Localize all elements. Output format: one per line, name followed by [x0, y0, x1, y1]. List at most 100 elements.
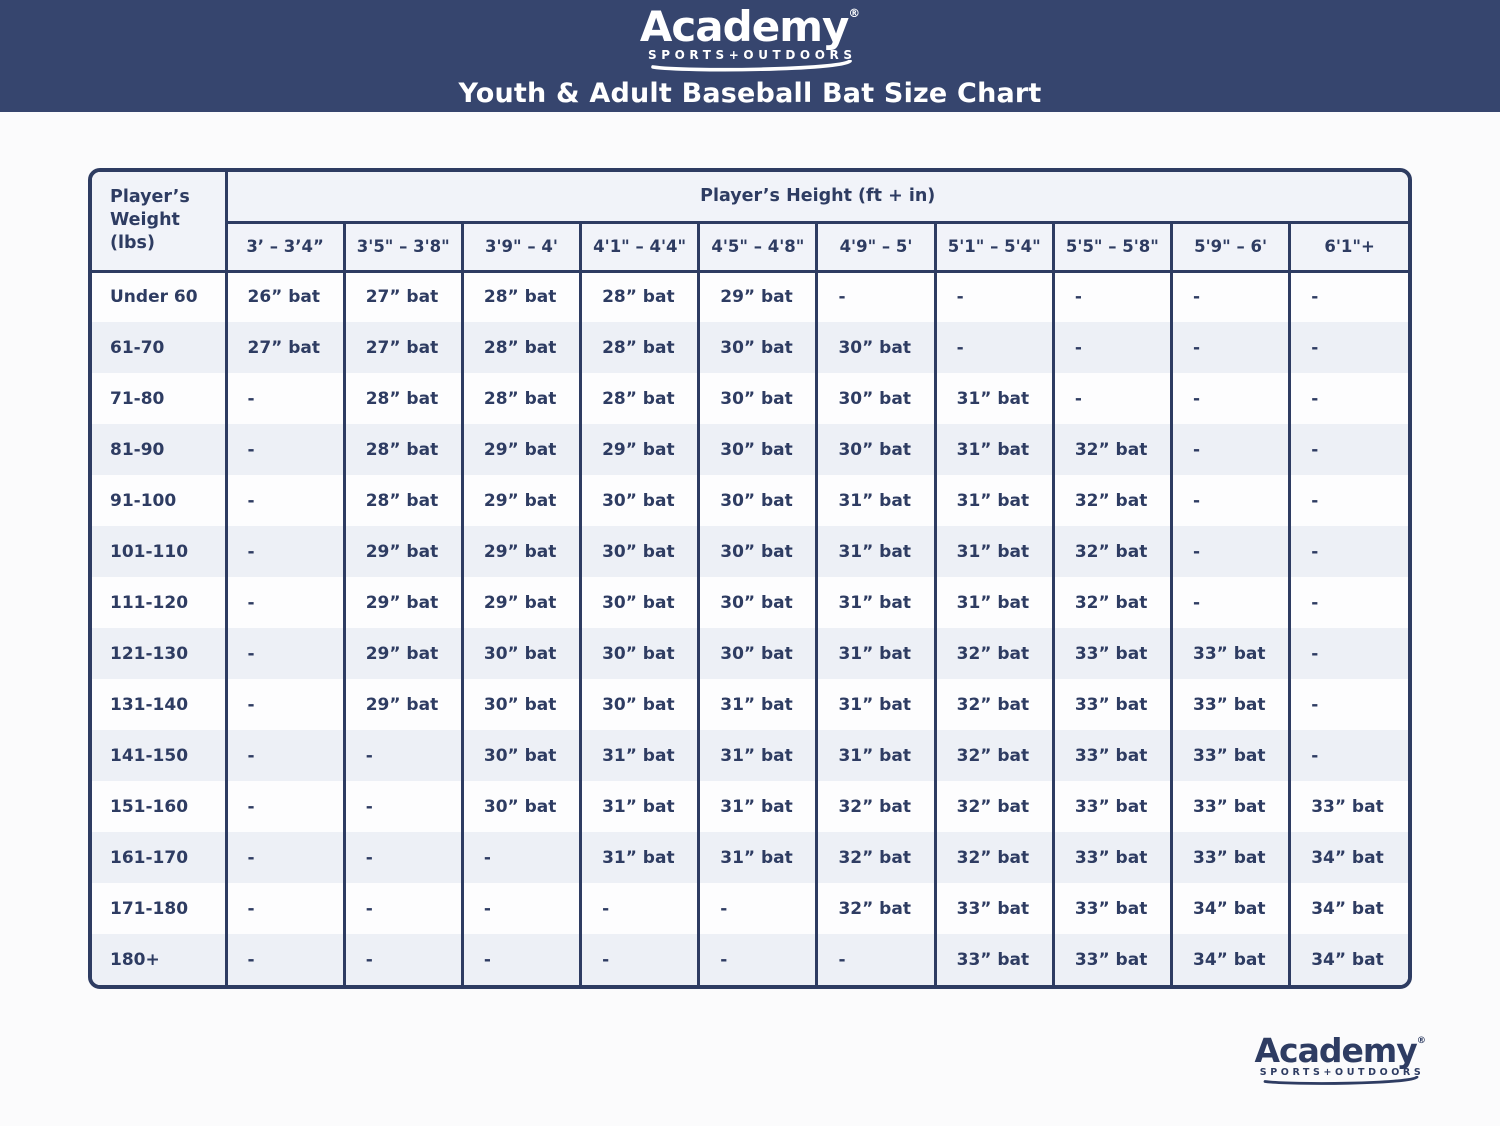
bat-size-cell: 31” bat: [697, 730, 817, 781]
bat-size-cell: 33” bat: [1288, 781, 1408, 832]
table-row: 81-90-28” bat 29” bat 29” bat 30” bat 30” ba…: [92, 424, 1408, 475]
bat-size-cell: 31” bat: [933, 526, 1054, 577]
weight-row-header: Under 60: [110, 287, 198, 308]
bat-size-cell: 34” bat: [1288, 832, 1408, 883]
weight-row-header: 121-130: [110, 643, 189, 664]
bat-size-cell: 34” bat: [1169, 883, 1290, 934]
empty-cell: -: [1288, 679, 1408, 730]
footer-logo-tagline: SPORTS+OUTDOORS: [1259, 1066, 1425, 1078]
empty-cell: -: [1288, 271, 1408, 322]
empty-cell: -: [224, 679, 345, 730]
logo-brand-text: Academy: [639, 2, 849, 51]
empty-cell: -: [933, 271, 1054, 322]
empty-cell: -: [579, 883, 699, 934]
table-row: 141-150- -30” bat 31” bat 31” bat 31” bat 32”…: [92, 730, 1408, 781]
weight-row-header: 161-170: [110, 847, 189, 868]
table-row: 91-100-28” bat 29” bat 30” bat 30” bat 31” b…: [92, 475, 1408, 526]
registered-trademark-icon: ®: [848, 6, 861, 20]
weight-row-header: 171-180: [110, 898, 189, 919]
empty-cell: -: [1288, 730, 1408, 781]
bat-size-cell: 30” bat: [697, 475, 817, 526]
bat-size-cell: 31” bat: [815, 526, 936, 577]
height-col-header: 6'1"+: [1288, 222, 1408, 273]
table-row: 101-110-29” bat 29” bat 30” bat 30” bat 31” …: [92, 526, 1408, 577]
weight-row-header: 180+: [110, 949, 160, 970]
bat-size-cell: 33” bat: [1051, 781, 1172, 832]
bat-size-cell: 30” bat: [579, 628, 699, 679]
table-row: 111-120-29” bat 29” bat 30” bat 30” bat 31” …: [92, 577, 1408, 628]
empty-cell: -: [224, 883, 345, 934]
empty-cell: -: [224, 577, 345, 628]
bat-size-cell: 32” bat: [815, 883, 936, 934]
logo-swoosh-icon: [651, 60, 852, 72]
empty-cell: -: [224, 526, 345, 577]
empty-cell: -: [1169, 271, 1290, 322]
footer-registered-trademark-icon: ®: [1416, 1034, 1426, 1046]
height-col-header: 5'1" – 5'4": [933, 222, 1054, 273]
bat-size-cell: 31” bat: [579, 730, 699, 781]
weight-row-header: 81-90: [110, 439, 165, 460]
height-col-header: 5'5" – 5'8": [1051, 222, 1172, 273]
bat-size-cell: 30” bat: [815, 424, 936, 475]
bat-size-cell: 33” bat: [1169, 679, 1290, 730]
height-col-header: 3’ – 3’4”: [224, 222, 345, 273]
empty-cell: -: [342, 934, 463, 985]
bat-size-cell: 33” bat: [933, 934, 1054, 985]
weight-row-header: 111-120: [110, 592, 189, 613]
table-row: 151-160- -30” bat 31” bat 31” bat 32” bat 32”…: [92, 781, 1408, 832]
bat-size-cell: 33” bat: [1169, 730, 1290, 781]
bat-size-cell: 31” bat: [815, 730, 936, 781]
empty-cell: -: [1288, 475, 1408, 526]
page-title: Youth & Adult Baseball Bat Size Chart: [458, 78, 1042, 109]
bat-size-cell: 27” bat: [342, 271, 463, 322]
bat-size-cell: 29” bat: [342, 577, 463, 628]
empty-cell: -: [460, 832, 581, 883]
empty-cell: -: [342, 730, 463, 781]
bat-size-cell: 33” bat: [1051, 628, 1172, 679]
bat-size-cell: 29” bat: [460, 475, 581, 526]
empty-cell: -: [224, 424, 345, 475]
bat-size-cell: 31” bat: [697, 679, 817, 730]
bat-size-cell: 32” bat: [815, 832, 936, 883]
bat-size-cell: 30” bat: [697, 526, 817, 577]
weight-row-header: 61-70: [110, 337, 165, 358]
bat-size-cell: 28” bat: [579, 373, 699, 424]
height-col-header: 4'5" – 4'8": [697, 222, 817, 273]
bat-size-cell: 33” bat: [1051, 730, 1172, 781]
empty-cell: -: [342, 832, 463, 883]
bat-size-cell: 31” bat: [697, 781, 817, 832]
bat-size-cell: 30” bat: [815, 322, 936, 373]
table-row: 71-80-28” bat 28” bat 28” bat 30” bat 30” ba…: [92, 373, 1408, 424]
bat-size-cell: 33” bat: [1051, 934, 1172, 985]
bat-size-cell: 30” bat: [697, 424, 817, 475]
bat-size-cell: 30” bat: [697, 322, 817, 373]
height-col-header: 5'9" – 6': [1169, 222, 1290, 273]
bat-size-table: Player’s Weight (lbs) Player’s Height (ft…: [92, 172, 1408, 985]
bat-size-cell: 29” bat: [342, 628, 463, 679]
empty-cell: -: [1288, 526, 1408, 577]
bat-size-cell: 30” bat: [579, 475, 699, 526]
bat-size-cell: 31” bat: [579, 832, 699, 883]
bat-size-chart: Player’s Weight (lbs) Player’s Height (ft…: [88, 168, 1412, 989]
bat-size-cell: 28” bat: [579, 322, 699, 373]
bat-size-cell: 30” bat: [815, 373, 936, 424]
empty-cell: -: [815, 934, 936, 985]
bat-size-cell: 33” bat: [933, 883, 1054, 934]
bat-size-cell: 31” bat: [815, 577, 936, 628]
empty-cell: -: [1288, 628, 1408, 679]
empty-cell: -: [342, 781, 463, 832]
empty-cell: -: [697, 883, 817, 934]
footer-logo-brand-text: Academy: [1254, 1030, 1417, 1070]
header-band: Academy® SPORTS+OUTDOORS Youth & Adult B…: [0, 0, 1500, 112]
empty-cell: -: [460, 883, 581, 934]
bat-size-cell: 31” bat: [697, 832, 817, 883]
bat-size-cell: 31” bat: [933, 373, 1054, 424]
height-col-header: 3'5" – 3'8": [342, 222, 463, 273]
bat-size-cell: 29” bat: [460, 577, 581, 628]
academy-logo: Academy® SPORTS+OUTDOORS: [640, 6, 860, 73]
empty-cell: -: [1288, 424, 1408, 475]
empty-cell: -: [224, 832, 345, 883]
weight-row-header: 101-110: [110, 541, 189, 562]
bat-size-cell: 33” bat: [1051, 883, 1172, 934]
table-row: 121-130-29” bat 30” bat 30” bat 30” bat 31” …: [92, 628, 1408, 679]
